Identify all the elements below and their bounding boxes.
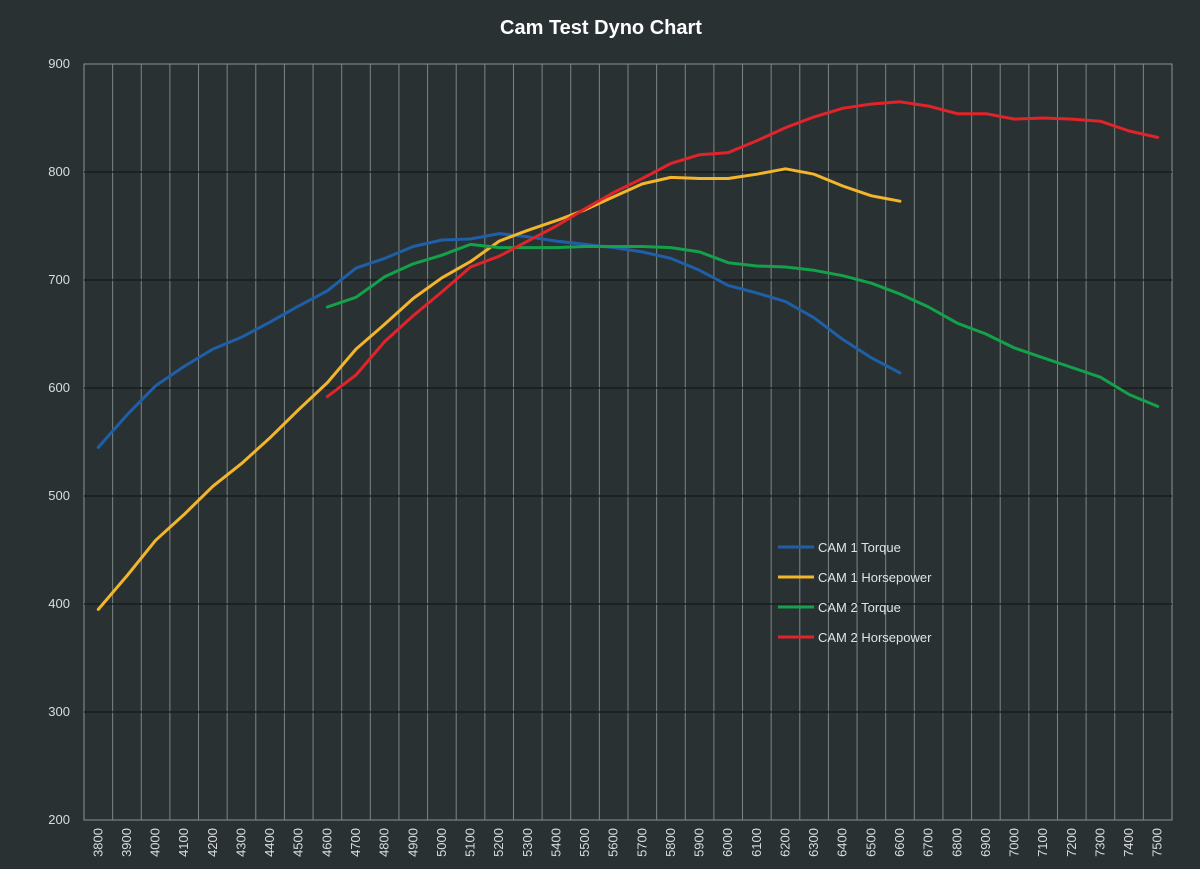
series-line-cam-1-horsepower — [96, 167, 902, 611]
x-tick-label: 4600 — [319, 828, 334, 857]
y-tick-label: 500 — [48, 488, 70, 503]
x-tick-label: 5800 — [663, 828, 678, 857]
legend: CAM 1 Torque CAM 1 Horsepower CAM 2 Torque… — [778, 540, 932, 645]
x-tick-label: 6800 — [949, 828, 964, 857]
y-tick-label: 800 — [48, 164, 70, 179]
y-tick-label: 300 — [48, 704, 70, 719]
x-tick-label: 7400 — [1121, 828, 1136, 857]
vertical-gridlines — [112, 64, 1144, 820]
x-tick-label: 7100 — [1035, 828, 1050, 857]
plot-area — [83, 63, 1173, 821]
y-tick-label: 400 — [48, 596, 70, 611]
y-axis-tick-labels: 200 300 400 500 600 700 800 900 — [48, 56, 70, 827]
x-tick-label: 5200 — [491, 828, 506, 857]
horizontal-gridlines — [84, 171, 1172, 713]
x-tick-label: 6300 — [806, 828, 821, 857]
chart-title: Cam Test Dyno Chart — [500, 17, 702, 39]
x-tick-label: 5700 — [634, 828, 649, 857]
x-tick-label: 4200 — [205, 828, 220, 857]
y-tick-label: 900 — [48, 56, 70, 71]
x-tick-label: 5000 — [434, 828, 449, 857]
x-tick-label: 7200 — [1064, 828, 1079, 857]
x-tick-label: 5400 — [548, 828, 563, 857]
series-line-cam-2-torque — [325, 242, 1160, 408]
x-tick-label: 4800 — [377, 828, 392, 857]
x-tick-label: 4100 — [176, 828, 191, 857]
legend-label-cam-2-horsepower: CAM 2 Horsepower — [818, 630, 932, 645]
x-tick-label: 4500 — [291, 828, 306, 857]
x-tick-label: 6100 — [749, 828, 764, 857]
x-tick-label: 4000 — [148, 828, 163, 857]
x-tick-label: 7500 — [1150, 828, 1165, 857]
x-tick-label: 5900 — [692, 828, 707, 857]
x-tick-label: 4400 — [262, 828, 277, 857]
legend-label-cam-2-torque: CAM 2 Torque — [818, 600, 901, 615]
x-tick-label: 7300 — [1092, 828, 1107, 857]
y-tick-label: 600 — [48, 380, 70, 395]
legend-label-cam-1-torque: CAM 1 Torque — [818, 540, 901, 555]
x-tick-label: 6600 — [892, 828, 907, 857]
x-tick-label: 6700 — [921, 828, 936, 857]
x-tick-label: 7000 — [1007, 828, 1022, 857]
x-tick-label: 6000 — [720, 828, 735, 857]
x-tick-label: 5500 — [577, 828, 592, 857]
x-tick-label: 4700 — [348, 828, 363, 857]
x-axis-tick-labels: 3800 3900 4000 4100 4200 4300 4400 4500 4600 4700… — [90, 828, 1164, 857]
x-tick-label: 6400 — [835, 828, 850, 857]
x-tick-label: 3800 — [90, 828, 105, 857]
series-line-cam-1-torque — [96, 232, 902, 449]
x-tick-label: 5600 — [606, 828, 621, 857]
x-tick-label: 5300 — [520, 828, 535, 857]
legend-label-cam-1-horsepower: CAM 1 Horsepower — [818, 570, 932, 585]
x-tick-label: 4900 — [405, 828, 420, 857]
x-tick-label: 5100 — [463, 828, 478, 857]
x-tick-label: 6900 — [978, 828, 993, 857]
x-tick-label: 3900 — [119, 828, 134, 857]
x-tick-label: 6500 — [863, 828, 878, 857]
series-lines — [96, 100, 1160, 611]
y-tick-label: 200 — [48, 812, 70, 827]
x-tick-label: 4300 — [233, 828, 248, 857]
x-tick-label: 6200 — [777, 828, 792, 857]
series-line-cam-2-horsepower — [325, 100, 1160, 399]
y-tick-label: 700 — [48, 272, 70, 287]
